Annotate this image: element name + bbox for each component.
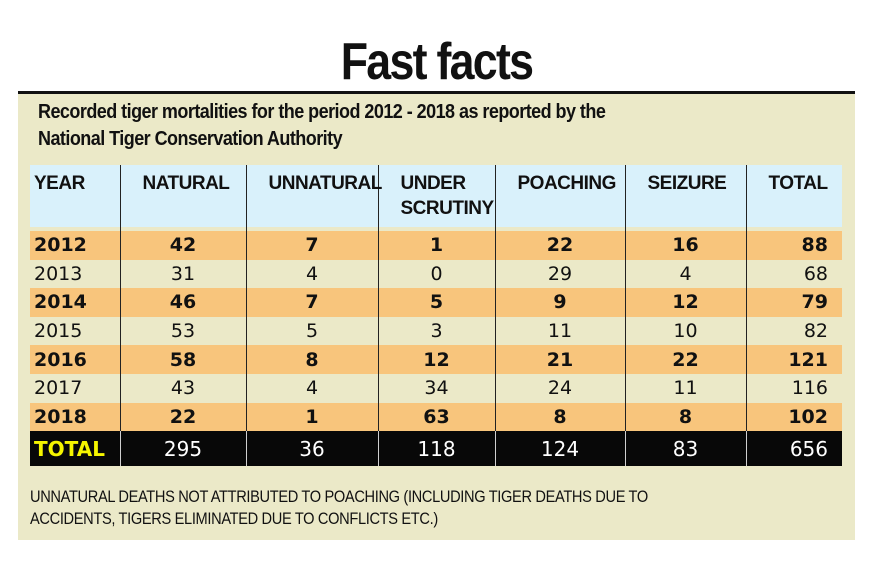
cell-unnatural: 7 [245, 288, 378, 317]
cell-under-scrutiny: 12 [377, 345, 495, 374]
table-caption: Recorded tiger mortalities for the perio… [38, 99, 740, 153]
cell-seizure: 12 [624, 288, 746, 317]
cell-seizure: 4 [624, 259, 746, 289]
total-unnatural: 36 [245, 431, 378, 467]
cell-seizure: 8 [624, 402, 746, 432]
cell-total: 121 [745, 345, 842, 374]
cell-under-scrutiny: 1 [377, 231, 495, 260]
cell-year: 2016 [34, 348, 87, 371]
cell-total: 68 [745, 259, 842, 289]
cell-year: 2014 [34, 291, 87, 314]
cell-seizure: 16 [624, 231, 746, 260]
cell-natural: 53 [119, 316, 246, 346]
page-title: Fast facts [340, 33, 534, 91]
cell-seizure: 11 [624, 373, 746, 403]
cell-poaching: 21 [494, 345, 625, 374]
cell-natural: 43 [119, 373, 246, 403]
cell-unnatural: 8 [245, 345, 378, 374]
header-natural: NATURAL [119, 165, 246, 227]
cell-total: 88 [745, 231, 842, 260]
cell-natural: 42 [119, 231, 246, 260]
footnote-line-2: ACCIDENTS, TIGERS ELIMINATED DUE TO CONF… [30, 509, 438, 528]
cell-under-scrutiny: 5 [377, 288, 495, 317]
cell-unnatural: 4 [245, 373, 378, 403]
cell-natural: 46 [119, 288, 246, 317]
total-natural: 295 [119, 431, 246, 467]
cell-poaching: 8 [494, 402, 625, 432]
header-under-scrutiny-line-2: SCRUTINY [400, 198, 495, 219]
cell-year: 2012 [34, 234, 87, 257]
cell-unnatural: 4 [245, 259, 378, 289]
table-row: 2016 58 8 12 21 22 121 [30, 345, 842, 374]
cell-under-scrutiny: 34 [377, 373, 495, 403]
table-header-row: YEAR NATURAL UNNATURAL UNDER SCRUTINY PO… [30, 165, 842, 227]
cell-total: 102 [745, 402, 842, 432]
cell-seizure: 10 [624, 316, 746, 346]
cell-unnatural: 1 [245, 402, 378, 432]
header-year: YEAR [34, 173, 85, 194]
cell-natural: 58 [119, 345, 246, 374]
cell-unnatural: 5 [245, 316, 378, 346]
footnote-line-1: UNNATURAL DEATHS NOT ATTRIBUTED TO POACH… [30, 487, 648, 506]
table-row: 2012 42 7 1 22 16 88 [30, 231, 842, 260]
total-under-scrutiny: 118 [377, 431, 495, 467]
cell-year: 2018 [34, 405, 87, 428]
header-under-scrutiny-line-1: UNDER [400, 173, 467, 194]
caption-line-1: Recorded tiger mortalities for the perio… [38, 101, 606, 123]
cell-under-scrutiny: 0 [377, 259, 495, 289]
total-poaching: 124 [494, 431, 625, 467]
cell-year: 2015 [34, 320, 83, 343]
cell-poaching: 22 [494, 231, 625, 260]
cell-unnatural: 7 [245, 231, 378, 260]
header-seizure: SEIZURE [624, 165, 746, 227]
table-row: 2017 43 4 34 24 11 116 [30, 373, 842, 403]
cell-under-scrutiny: 63 [377, 402, 495, 432]
cell-poaching: 11 [494, 316, 625, 346]
cell-under-scrutiny: 3 [377, 316, 495, 346]
cell-poaching: 29 [494, 259, 625, 289]
caption-line-2: National Tiger Conservation Authority [38, 128, 343, 150]
cell-seizure: 22 [624, 345, 746, 374]
header-spacer [30, 227, 842, 231]
header-unnatural: UNNATURAL [245, 165, 382, 227]
total-row: TOTAL 295 36 118 124 83 656 [30, 431, 842, 467]
cell-poaching: 24 [494, 373, 625, 403]
cell-total: 82 [745, 316, 842, 346]
cell-year: 2017 [34, 377, 83, 400]
cell-year: 2013 [34, 262, 83, 285]
total-label: TOTAL [34, 436, 105, 461]
cell-poaching: 9 [494, 288, 625, 317]
header-total: TOTAL [745, 165, 842, 227]
table-row: 2013 31 4 0 29 4 68 [30, 259, 842, 289]
cell-total: 116 [745, 373, 842, 403]
footnote: UNNATURAL DEATHS NOT ATTRIBUTED TO POACH… [30, 486, 744, 530]
header-poaching: POACHING [494, 165, 625, 227]
header-under-scrutiny: UNDER SCRUTINY [377, 165, 495, 227]
cell-total: 79 [745, 288, 842, 317]
cell-natural: 31 [119, 259, 246, 289]
mortality-table: YEAR NATURAL UNNATURAL UNDER SCRUTINY PO… [30, 165, 842, 467]
total-seizure: 83 [624, 431, 746, 467]
table-row: 2015 53 5 3 11 10 82 [30, 316, 842, 346]
table-row: 2014 46 7 5 9 12 79 [30, 288, 842, 317]
total-total: 656 [745, 431, 842, 467]
cell-natural: 22 [119, 402, 246, 432]
table-row: 2018 22 1 63 8 8 102 [30, 402, 842, 432]
